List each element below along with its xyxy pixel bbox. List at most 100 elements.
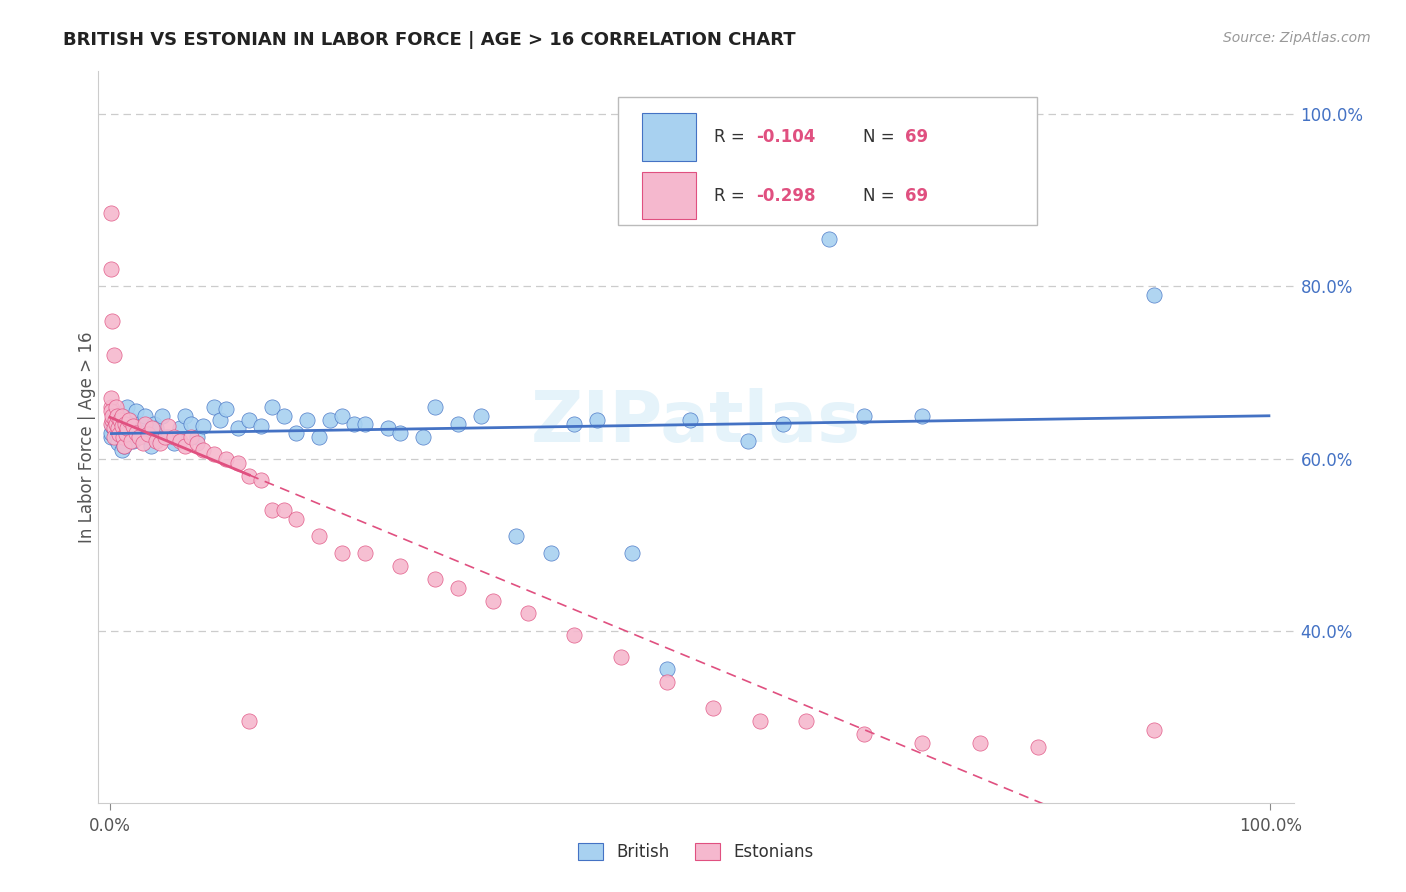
Text: 69: 69	[905, 128, 928, 146]
Point	[104, 417, 127, 432]
Bar	[643, 172, 696, 219]
Text: Source: ZipAtlas.com: Source: ZipAtlas.com	[1223, 31, 1371, 45]
Point	[150, 409, 173, 423]
Point	[111, 430, 134, 444]
Text: -0.104: -0.104	[756, 128, 815, 146]
Text: N =: N =	[863, 186, 900, 204]
Point	[540, 546, 562, 560]
Point	[124, 404, 146, 418]
Point	[389, 425, 412, 440]
Point	[120, 434, 142, 449]
Point	[969, 735, 991, 749]
Point	[111, 418, 134, 433]
Point	[343, 417, 366, 432]
Point	[562, 628, 585, 642]
Point	[853, 409, 876, 423]
Point	[215, 451, 238, 466]
Bar	[643, 113, 696, 161]
Text: R =: R =	[714, 128, 749, 146]
Point	[389, 559, 412, 574]
Point	[186, 430, 208, 444]
Point	[120, 413, 142, 427]
Point	[112, 439, 135, 453]
Point	[174, 439, 197, 453]
Point	[107, 421, 129, 435]
Point	[143, 417, 166, 432]
Point	[308, 529, 330, 543]
Point	[238, 714, 260, 728]
Point	[104, 417, 127, 432]
Point	[117, 400, 139, 414]
Point	[412, 430, 434, 444]
Point	[110, 413, 132, 427]
Point	[103, 430, 125, 444]
Point	[423, 572, 446, 586]
Point	[100, 425, 122, 440]
Legend: British, Estonians: British, Estonians	[572, 836, 820, 868]
Point	[377, 421, 399, 435]
Point	[262, 503, 284, 517]
Point	[114, 417, 136, 432]
Point	[853, 727, 876, 741]
Point	[139, 439, 162, 453]
Point	[609, 649, 631, 664]
Point	[1026, 739, 1049, 754]
Point	[186, 436, 208, 450]
Point	[772, 417, 794, 432]
Point	[191, 418, 214, 433]
Point	[354, 546, 377, 560]
Point	[115, 427, 138, 442]
Point	[447, 581, 470, 595]
Point	[215, 401, 238, 416]
Point	[191, 442, 214, 457]
Point	[149, 436, 172, 450]
Point	[621, 546, 644, 560]
Point	[100, 404, 122, 418]
Point	[103, 348, 125, 362]
Point	[250, 418, 273, 433]
Point	[103, 421, 125, 435]
Point	[284, 425, 307, 440]
Point	[319, 413, 342, 427]
Point	[308, 430, 330, 444]
Point	[180, 430, 202, 444]
Point	[818, 232, 841, 246]
Point	[117, 421, 139, 435]
Point	[108, 427, 131, 442]
Point	[111, 409, 134, 423]
Point	[101, 413, 124, 427]
Point	[101, 314, 124, 328]
Point	[911, 409, 934, 423]
Point	[111, 409, 134, 423]
Point	[516, 607, 538, 621]
Point	[128, 430, 150, 444]
Point	[117, 421, 139, 435]
Point	[145, 421, 167, 435]
Point	[100, 417, 122, 432]
Point	[107, 436, 129, 450]
Point	[163, 430, 186, 444]
Point	[100, 400, 122, 414]
Point	[157, 430, 180, 444]
Point	[104, 400, 127, 414]
Point	[101, 418, 124, 433]
Point	[153, 430, 176, 444]
Point	[114, 430, 136, 444]
Point	[911, 735, 934, 749]
Point	[117, 413, 139, 427]
Point	[702, 701, 724, 715]
Point	[169, 421, 191, 435]
Point	[250, 473, 273, 487]
Point	[1143, 723, 1166, 737]
Point	[174, 409, 197, 423]
Point	[141, 421, 163, 435]
Point	[103, 421, 125, 435]
Text: BRITISH VS ESTONIAN IN LABOR FORCE | AGE > 16 CORRELATION CHART: BRITISH VS ESTONIAN IN LABOR FORCE | AGE…	[63, 31, 796, 49]
Point	[226, 456, 249, 470]
Text: N =: N =	[863, 128, 900, 146]
Point	[655, 675, 678, 690]
Point	[737, 434, 759, 449]
Point	[238, 413, 260, 427]
Point	[134, 409, 156, 423]
Point	[163, 436, 186, 450]
